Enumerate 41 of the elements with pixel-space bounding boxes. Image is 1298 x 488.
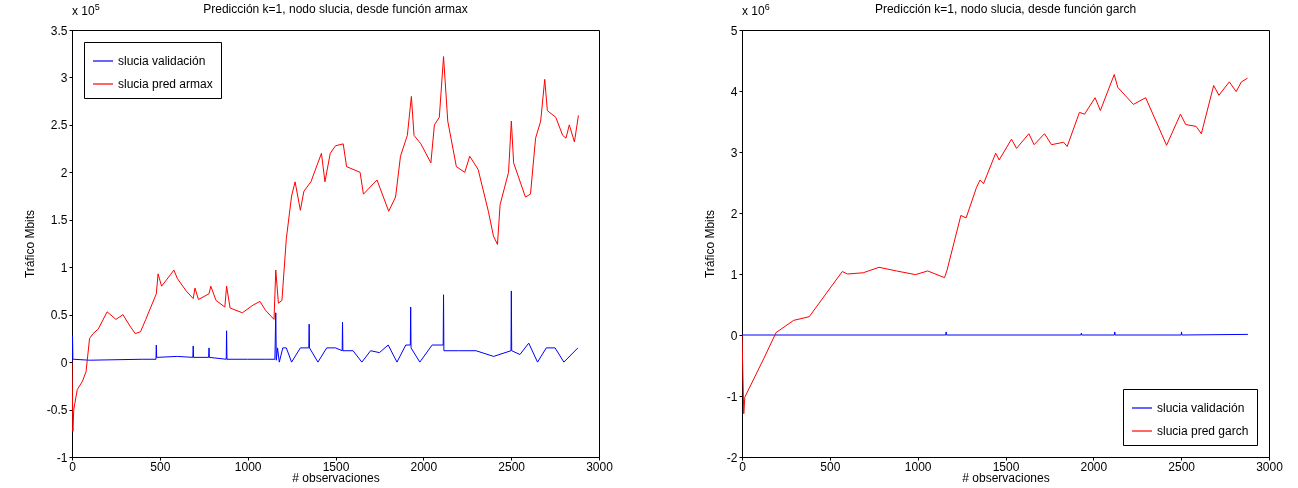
x-tick-label: 3000 [586,459,614,474]
y-tick-label: 2.5 [50,118,68,133]
x-tick-label: 500 [150,459,171,474]
line-series [72,56,579,432]
y-tick-label: 1 [60,260,68,275]
text: x 10$^{5}$ [72,2,100,18]
x-tick-label: 1000 [234,459,262,474]
y-tick-label: 2 [730,206,738,221]
chart-title: Predicción k=1, nodo slucia, desde función garch [874,2,1137,16]
y-tick-label: 1.5 [50,213,68,228]
y-tick-label: 5 [730,23,738,38]
text: x 10$^{6}$ [742,2,770,18]
y-tick-label: -2 [726,450,738,465]
x-tick-label: 2000 [410,459,438,474]
x-tick-label: 1000 [904,459,932,474]
x-tick-label: 3000 [1256,459,1284,474]
y-axis-title: Tráfico Mbits [702,209,717,279]
y-tick-label: 2 [60,165,68,180]
y-tick-label: 3 [730,145,738,160]
legend-label: slucia validación [1157,401,1245,415]
legend-label: slucia pred armax [118,77,213,91]
y-tick-label: 4 [730,84,738,99]
y-tick-label: 1 [730,267,738,282]
y-tick-label: 3 [60,70,68,85]
x-tick-label: 500 [820,459,841,474]
x-tick-label: 2000 [1080,459,1108,474]
line-series [72,290,579,363]
y-tick-label: 0 [60,355,68,370]
y-tick-label: -0.5 [46,403,68,418]
x-tick-label: 2500 [498,459,526,474]
y-tick-label: 3.5 [50,23,68,38]
y-tick-label: 0 [730,328,738,343]
line-series [742,74,1249,415]
y-tick-label: -1 [56,450,68,465]
legend-label: slucia pred garch [1157,424,1249,438]
y-axis-title: Tráfico Mbits [22,209,37,279]
chart-title: Predicción k=1, nodo slucia, desde función armax [203,2,468,16]
y-tick-label: 0.5 [50,308,68,323]
legend-label: slucia validación [118,54,206,68]
y-tick-label: -1 [726,389,738,404]
x-tick-label: 2500 [1168,459,1196,474]
